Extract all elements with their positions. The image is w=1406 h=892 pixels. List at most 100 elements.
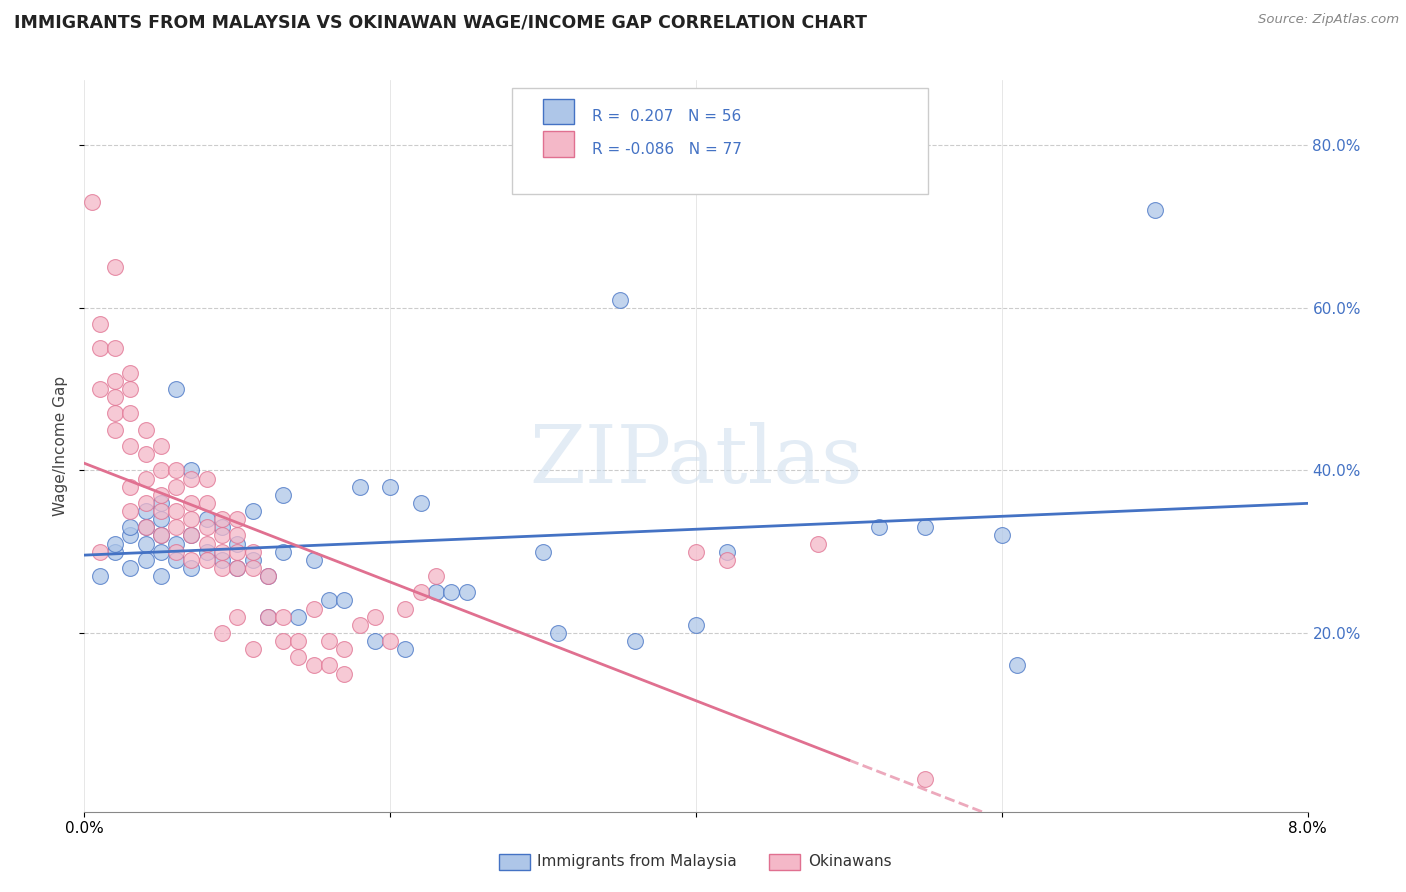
Point [120, 366, 142, 380]
Point [287, 650, 309, 665]
Point [195, 520, 218, 534]
Point [271, 609, 294, 624]
Point [165, 480, 187, 494]
Point [104, 423, 127, 437]
Point [211, 626, 233, 640]
Point [104, 544, 127, 558]
Point [380, 480, 402, 494]
Point [349, 617, 371, 632]
Point [165, 463, 187, 477]
Point [180, 561, 202, 575]
Text: R =  0.207   N = 56: R = 0.207 N = 56 [592, 110, 741, 124]
Point [287, 634, 309, 648]
Point [257, 609, 280, 624]
Point [380, 634, 402, 648]
Point [287, 609, 309, 624]
Point [135, 504, 157, 518]
Point [165, 536, 187, 550]
Point [120, 480, 142, 494]
Point [180, 528, 202, 542]
Point [302, 553, 325, 567]
Point [180, 553, 202, 567]
Point [180, 471, 202, 485]
Point [135, 447, 157, 461]
Point [89, 342, 111, 356]
Point [531, 544, 554, 558]
Point [165, 544, 187, 558]
Point [180, 512, 202, 526]
Point [394, 601, 416, 615]
Point [456, 585, 478, 599]
Point [104, 536, 127, 550]
Point [271, 544, 294, 558]
Point [226, 544, 249, 558]
Point [333, 666, 356, 681]
Point [104, 374, 127, 388]
Point [149, 439, 172, 453]
Point [257, 609, 280, 624]
Bar [543, 131, 574, 157]
Point [440, 585, 463, 599]
Point [242, 561, 264, 575]
Point [149, 463, 172, 477]
Point [318, 634, 340, 648]
Point [195, 496, 218, 510]
Point [869, 520, 891, 534]
Point [547, 626, 569, 640]
Text: Source: ZipAtlas.com: Source: ZipAtlas.com [1258, 13, 1399, 27]
Point [149, 512, 172, 526]
Point [349, 480, 371, 494]
Point [135, 471, 157, 485]
Text: Okinawans: Okinawans [808, 855, 891, 869]
Point [120, 439, 142, 453]
Text: R = -0.086   N = 77: R = -0.086 N = 77 [592, 142, 742, 157]
Point [149, 488, 172, 502]
Point [135, 423, 157, 437]
Point [211, 520, 233, 534]
Point [120, 382, 142, 396]
Point [226, 536, 249, 550]
Point [364, 634, 387, 648]
Point [120, 520, 142, 534]
Point [257, 569, 280, 583]
Point [120, 504, 142, 518]
Point [716, 553, 738, 567]
Point [364, 609, 387, 624]
Point [425, 585, 447, 599]
Point [409, 585, 432, 599]
Point [991, 528, 1014, 542]
Point [104, 407, 127, 421]
Point [242, 504, 264, 518]
Point [195, 553, 218, 567]
Point [195, 512, 218, 526]
Point [318, 658, 340, 673]
Y-axis label: Wage/Income Gap: Wage/Income Gap [52, 376, 67, 516]
Point [180, 496, 202, 510]
Point [135, 520, 157, 534]
Point [180, 528, 202, 542]
Point [120, 528, 142, 542]
Point [120, 407, 142, 421]
Point [104, 342, 127, 356]
Bar [543, 99, 574, 124]
Point [165, 520, 187, 534]
Point [165, 382, 187, 396]
Point [1143, 203, 1166, 218]
Text: Immigrants from Malaysia: Immigrants from Malaysia [537, 855, 737, 869]
Point [149, 528, 172, 542]
Point [135, 536, 157, 550]
Point [211, 528, 233, 542]
Point [211, 544, 233, 558]
Point [80, 195, 103, 210]
Point [149, 504, 172, 518]
Point [195, 536, 218, 550]
Point [333, 642, 356, 657]
Point [226, 561, 249, 575]
Point [149, 528, 172, 542]
Point [302, 601, 325, 615]
Point [333, 593, 356, 607]
Point [195, 471, 218, 485]
Point [104, 390, 127, 404]
Point [685, 617, 707, 632]
Text: ZIPatlas: ZIPatlas [529, 422, 863, 500]
